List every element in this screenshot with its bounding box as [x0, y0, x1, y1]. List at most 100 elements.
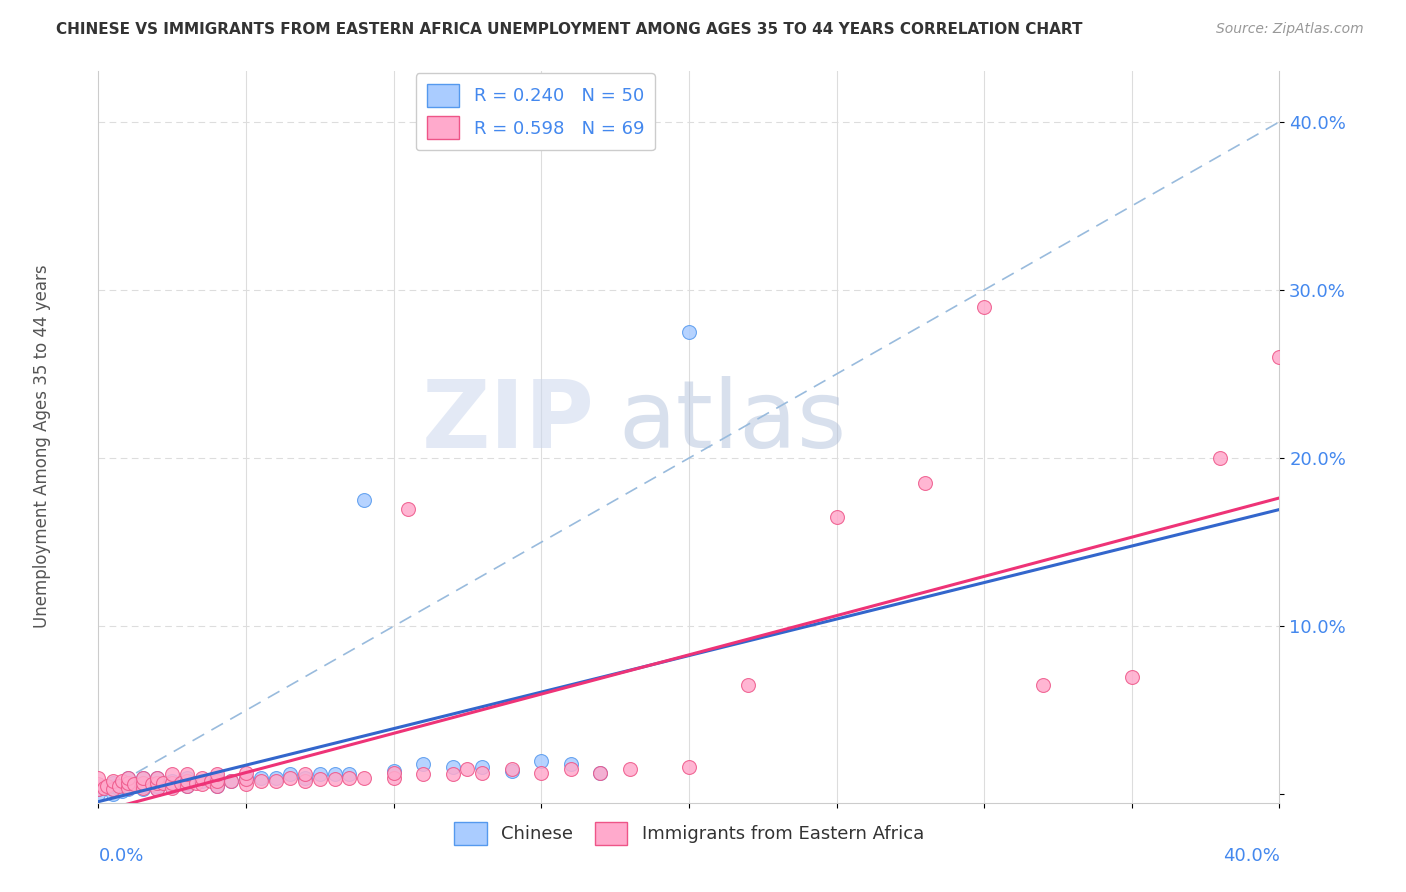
Point: [103, 773, 125, 788]
Point: [323, 767, 346, 781]
Point: [191, 773, 214, 788]
Text: Unemployment Among Ages 35 to 44 years: Unemployment Among Ages 35 to 44 years: [34, 264, 51, 628]
Point: [162, 767, 183, 781]
Point: [619, 762, 641, 776]
Point: [471, 765, 494, 780]
Point: [280, 771, 302, 785]
Text: atlas: atlas: [619, 376, 846, 468]
Point: [146, 782, 169, 797]
Point: [530, 754, 553, 768]
Point: [146, 775, 169, 789]
Point: [87, 782, 110, 797]
Point: [122, 777, 145, 791]
Point: [205, 767, 228, 781]
Point: [117, 780, 139, 795]
Point: [176, 767, 198, 781]
Point: [87, 771, 110, 785]
Point: [501, 764, 523, 778]
Point: [205, 771, 228, 785]
Point: [235, 772, 257, 787]
Point: [111, 784, 134, 798]
Point: [132, 775, 155, 789]
Point: [176, 779, 198, 793]
Point: [132, 771, 155, 785]
Point: [294, 771, 316, 785]
Point: [264, 773, 287, 788]
Point: [146, 771, 169, 785]
Point: [146, 779, 169, 793]
Point: [132, 775, 155, 789]
Point: [398, 501, 420, 516]
Point: [264, 771, 287, 785]
Point: [117, 775, 139, 789]
Point: [339, 767, 361, 781]
Point: [170, 775, 193, 789]
Point: [103, 782, 125, 797]
Point: [441, 760, 464, 774]
Point: [87, 782, 110, 797]
Point: [141, 777, 163, 791]
Point: [162, 780, 183, 795]
Point: [117, 771, 139, 785]
Point: [108, 779, 131, 793]
Point: [825, 510, 848, 524]
Point: [235, 777, 257, 791]
Point: [294, 773, 316, 788]
Point: [152, 775, 174, 789]
Point: [132, 771, 155, 785]
Point: [412, 767, 434, 781]
Point: [122, 779, 145, 793]
Text: CHINESE VS IMMIGRANTS FROM EASTERN AFRICA UNEMPLOYMENT AMONG AGES 35 TO 44 YEARS: CHINESE VS IMMIGRANTS FROM EASTERN AFRIC…: [56, 22, 1083, 37]
Point: [103, 782, 125, 797]
Point: [191, 777, 214, 791]
Point: [176, 771, 198, 785]
Point: [294, 767, 316, 781]
Point: [103, 788, 125, 802]
Text: 40.0%: 40.0%: [1223, 847, 1279, 864]
Point: [678, 760, 700, 774]
Point: [103, 779, 125, 793]
Text: ZIP: ZIP: [422, 376, 595, 468]
Point: [87, 777, 110, 791]
Point: [560, 757, 582, 772]
Point: [441, 767, 464, 781]
Point: [250, 773, 273, 788]
Point: [1268, 350, 1291, 364]
Point: [530, 765, 553, 780]
Point: [382, 765, 405, 780]
Point: [353, 771, 375, 785]
Point: [117, 775, 139, 789]
Point: [176, 779, 198, 793]
Point: [589, 765, 612, 780]
Point: [501, 762, 523, 776]
Point: [162, 773, 183, 788]
Point: [973, 300, 995, 314]
Point: [108, 782, 131, 797]
Point: [146, 775, 169, 789]
Point: [1209, 451, 1232, 466]
Point: [737, 678, 759, 692]
Point: [221, 773, 243, 788]
Point: [117, 771, 139, 785]
Point: [176, 773, 198, 788]
Point: [382, 764, 405, 778]
Point: [235, 765, 257, 780]
Point: [1032, 678, 1054, 692]
Point: [235, 771, 257, 785]
Point: [309, 772, 332, 787]
Text: 0.0%: 0.0%: [98, 847, 143, 864]
Point: [200, 773, 222, 788]
Point: [108, 779, 131, 793]
Point: [914, 476, 936, 491]
Point: [280, 767, 302, 781]
Point: [87, 779, 110, 793]
Point: [339, 771, 361, 785]
Point: [111, 773, 134, 788]
Point: [132, 782, 155, 797]
Point: [103, 775, 125, 789]
Point: [205, 779, 228, 793]
Legend: Chinese, Immigrants from Eastern Africa: Chinese, Immigrants from Eastern Africa: [447, 814, 931, 852]
Point: [132, 780, 155, 795]
Point: [191, 771, 214, 785]
Point: [146, 782, 169, 797]
